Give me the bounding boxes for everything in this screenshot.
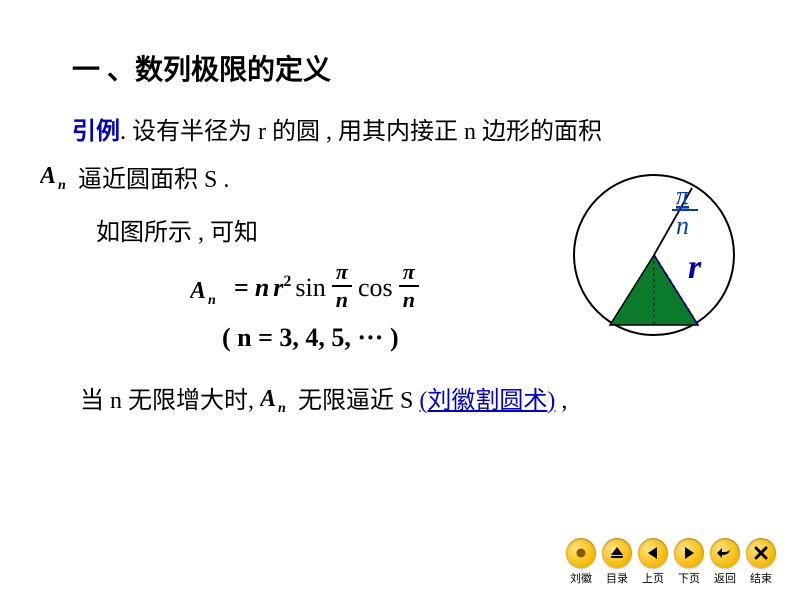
- lead-label: 引例: [72, 119, 120, 145]
- nav-liuhui-button[interactable]: [566, 538, 596, 568]
- nav-toc-button[interactable]: [602, 538, 632, 568]
- conclusion-comma: ,: [555, 388, 567, 414]
- nav-icons: [566, 538, 776, 568]
- an-symbol-conclusion: A n: [260, 386, 294, 414]
- slide: 一 、数列极限的定义 引例. 设有半径为 r 的圆 , 用其内接正 n 边形的面…: [0, 0, 800, 600]
- nav-label-toc: 目录: [602, 570, 632, 586]
- nav-label-liuhui: 刘徽: [566, 570, 596, 586]
- frac-pi-n-1: π n: [332, 261, 352, 311]
- conclusion-post: 无限逼近 S: [298, 388, 419, 414]
- formula-cos: cos: [358, 273, 393, 303]
- nav-next-button[interactable]: [674, 538, 704, 568]
- intro-line-2-text: 逼近圆面积 S .: [78, 158, 229, 204]
- svg-text:n: n: [58, 178, 66, 191]
- nav-back-button[interactable]: [710, 538, 740, 568]
- liuhui-link[interactable]: (刘徽割圆术): [419, 388, 555, 414]
- nav-end-button[interactable]: [746, 538, 776, 568]
- nav-bar: 刘徽 目录 上页 下页 返回 结束: [566, 538, 776, 586]
- an-symbol: A n: [40, 163, 74, 191]
- intro-line-1: 引例. 设有半径为 r 的圆 , 用其内接正 n 边形的面积: [72, 110, 760, 156]
- formula-sin: sin: [295, 273, 325, 303]
- frac-pi-n-2: π n: [399, 261, 419, 311]
- svg-text:n: n: [208, 293, 216, 306]
- nav-label-end: 结束: [746, 570, 776, 586]
- an-symbol-formula: A n: [190, 278, 224, 306]
- svg-text:n: n: [278, 401, 286, 414]
- nav-label-next: 下页: [674, 570, 704, 586]
- formula-r: r: [273, 273, 283, 303]
- formula-n: n: [255, 273, 269, 303]
- svg-text:A: A: [40, 163, 56, 189]
- svg-text:A: A: [260, 386, 276, 412]
- conclusion-pre: 当 n 无限增大时,: [80, 388, 260, 414]
- svg-text:n: n: [676, 211, 689, 240]
- diagram-r-label: r: [688, 249, 702, 286]
- svg-text:A: A: [190, 278, 206, 304]
- nav-label-back: 返回: [710, 570, 740, 586]
- formula-sup2: 2: [283, 273, 291, 291]
- nav-prev-button[interactable]: [638, 538, 668, 568]
- nav-label-prev: 上页: [638, 570, 668, 586]
- intro-line-1-rest: . 设有半径为 r 的圆 , 用其内接正 n 边形的面积: [120, 119, 602, 145]
- section-title: 一 、数列极限的定义: [72, 48, 760, 88]
- nav-labels: 刘徽 目录 上页 下页 返回 结束: [566, 570, 776, 586]
- circle-diagram: π n r: [564, 160, 744, 340]
- svg-text:π: π: [676, 181, 690, 210]
- conclusion-line: 当 n 无限增大时, A n 无限逼近 S (刘徽割圆术) ,: [80, 379, 760, 425]
- eq-sign: =: [234, 273, 249, 303]
